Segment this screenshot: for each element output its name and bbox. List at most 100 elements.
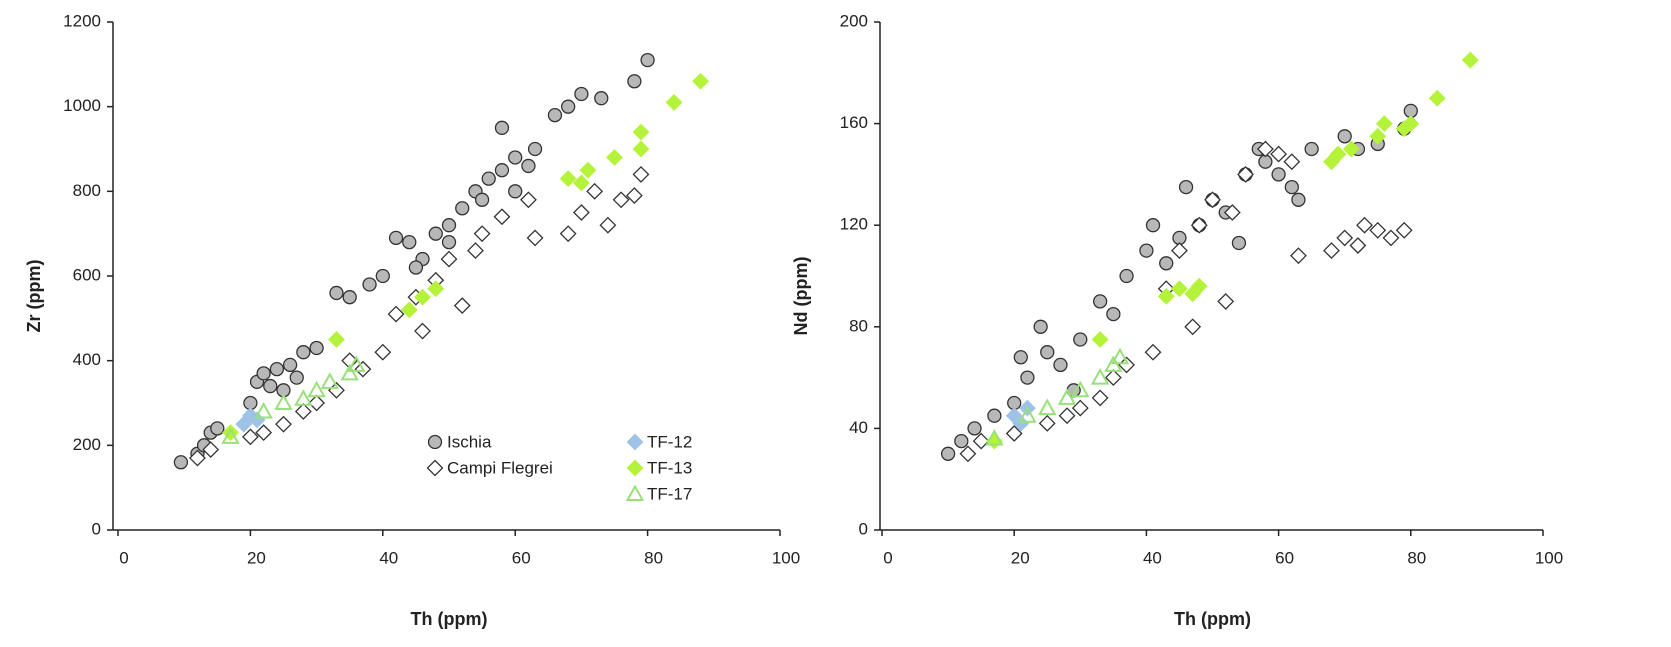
point xyxy=(494,163,510,178)
point xyxy=(441,234,457,250)
point xyxy=(1178,179,1194,195)
point xyxy=(400,301,418,319)
point xyxy=(640,52,655,68)
legend-marker xyxy=(626,459,644,477)
point xyxy=(173,455,189,470)
point xyxy=(294,403,312,420)
point xyxy=(388,230,404,246)
point xyxy=(959,445,977,463)
point xyxy=(1323,242,1340,260)
point xyxy=(1290,247,1307,265)
point xyxy=(441,218,457,233)
point xyxy=(508,150,523,165)
point xyxy=(1190,216,1208,234)
point xyxy=(408,260,424,275)
point xyxy=(347,355,366,372)
y-tick-label: 200 xyxy=(840,11,868,30)
point xyxy=(972,432,990,450)
point xyxy=(375,268,390,284)
point xyxy=(625,187,643,204)
point xyxy=(1256,140,1274,158)
point xyxy=(340,363,359,381)
point xyxy=(1073,332,1088,347)
point xyxy=(256,366,271,381)
point xyxy=(987,408,1002,423)
point xyxy=(308,394,326,412)
point xyxy=(579,161,597,179)
point xyxy=(455,201,470,216)
point xyxy=(1092,294,1108,309)
point xyxy=(1038,398,1057,416)
point xyxy=(520,191,537,209)
x-tick-label: 60 xyxy=(512,548,531,567)
point xyxy=(1184,318,1202,336)
point xyxy=(1157,287,1175,305)
point xyxy=(1145,218,1161,233)
legend-label: TF-12 xyxy=(647,432,692,451)
point xyxy=(189,449,206,467)
x-tick-label: 80 xyxy=(644,548,663,567)
point xyxy=(1159,256,1174,271)
point xyxy=(1329,145,1347,163)
point xyxy=(296,345,311,360)
y-tick-label: 200 xyxy=(73,435,101,454)
point xyxy=(1040,345,1055,360)
point xyxy=(1091,331,1109,348)
x-tick-label: 20 xyxy=(247,548,266,567)
point xyxy=(1018,406,1037,423)
point xyxy=(362,277,377,292)
point xyxy=(241,428,259,446)
point xyxy=(632,165,650,183)
x-tick-label: 60 xyxy=(1275,548,1294,567)
point xyxy=(1337,129,1352,144)
point xyxy=(599,216,617,234)
point xyxy=(275,415,292,433)
x-tick-label: 0 xyxy=(883,548,892,567)
point xyxy=(374,343,392,361)
point xyxy=(1342,140,1360,158)
point xyxy=(547,107,563,123)
point xyxy=(574,86,589,102)
point xyxy=(402,234,417,250)
point xyxy=(494,120,510,135)
point xyxy=(1033,319,1048,334)
point xyxy=(221,427,240,444)
point xyxy=(309,340,324,356)
point xyxy=(985,429,1004,446)
point xyxy=(1090,368,1110,385)
point xyxy=(387,305,405,323)
legend-label: TF-17 xyxy=(647,484,692,503)
point xyxy=(612,191,630,209)
point xyxy=(1104,369,1122,387)
point xyxy=(1237,165,1254,183)
point xyxy=(1270,145,1288,163)
point xyxy=(1382,229,1400,247)
point xyxy=(1223,204,1241,221)
x-axis-title: Th (ppm) xyxy=(411,609,488,629)
point xyxy=(1058,407,1076,425)
point xyxy=(210,421,225,436)
legend-label: Campi Flegrei xyxy=(447,458,553,477)
y-tick-label: 1200 xyxy=(63,11,101,30)
point xyxy=(526,229,544,247)
x-tick-label: 100 xyxy=(1535,548,1563,567)
point xyxy=(1356,216,1373,234)
point xyxy=(1110,347,1130,365)
x-tick-label: 40 xyxy=(1143,548,1162,567)
point xyxy=(1071,380,1090,398)
point xyxy=(414,288,431,306)
point xyxy=(474,192,490,207)
y-axis-title: Nd (ppm) xyxy=(791,257,811,336)
point xyxy=(1284,179,1299,195)
point xyxy=(627,74,642,89)
legend-label: Ischia xyxy=(447,432,492,451)
point xyxy=(572,174,590,192)
point xyxy=(255,424,273,442)
point xyxy=(1190,277,1208,295)
point xyxy=(594,91,609,106)
y-tick-label: 40 xyxy=(849,418,868,437)
point xyxy=(572,204,590,221)
point xyxy=(632,140,650,158)
y-axis-title: Zr (ppm) xyxy=(24,260,44,333)
